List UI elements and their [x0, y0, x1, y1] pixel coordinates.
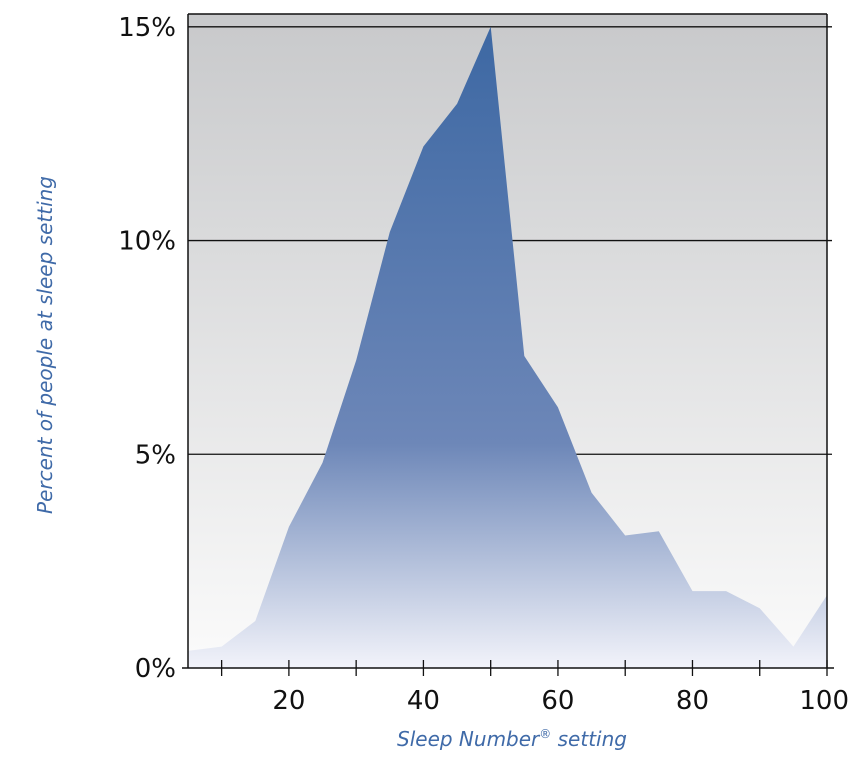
series-area	[188, 26, 827, 669]
x-axis-label-main: Sleep Number	[397, 727, 541, 751]
y-tick-label: 10%	[118, 227, 176, 257]
y-tick-label: 0%	[135, 654, 176, 684]
x-tick-label: 60	[541, 686, 574, 716]
x-ticks	[220, 660, 828, 676]
y-tick-label: 5%	[135, 440, 176, 470]
x-tick-label: 100	[799, 686, 849, 716]
x-tick-labels: 20 40 60 80 100	[272, 686, 849, 716]
y-tick-label: 15%	[118, 13, 176, 43]
x-axis-label: Sleep Number® setting	[397, 727, 627, 751]
x-tick-label: 40	[407, 686, 440, 716]
x-axis-label-suffix: setting	[551, 727, 627, 751]
registered-mark: ®	[539, 727, 551, 741]
x-tick-label: 20	[272, 686, 305, 716]
x-tick-label: 80	[676, 686, 709, 716]
y-axis-label: Percent of people at sleep setting	[33, 176, 57, 514]
y-tick-labels: 0% 5% 10% 15%	[118, 13, 176, 684]
